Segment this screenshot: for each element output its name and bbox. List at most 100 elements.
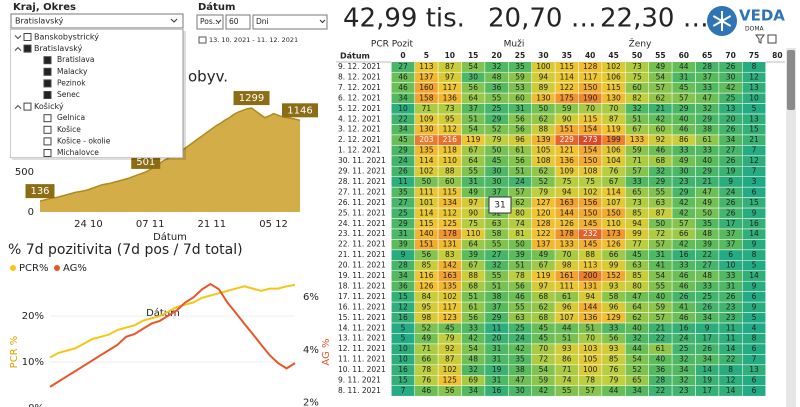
slicer-item[interactable]: Banskobystrický [34,33,99,42]
cell-value: 73 [445,104,455,113]
cell-value: 74 [562,376,572,385]
scrollbar-track[interactable] [786,48,796,407]
scrollbar-thumb[interactable] [787,50,795,110]
cell-value: 70 [609,104,619,113]
cell-value: 22 [398,114,408,123]
row-date[interactable]: 1. 12. 2021 [338,146,381,155]
cell-value: 102 [443,292,458,301]
tree-chevron[interactable] [14,46,22,51]
slicer-item[interactable]: Košice - okolie [57,136,111,145]
focus-icon[interactable] [767,34,777,44]
cell-value: 49 [422,334,432,343]
dropdown[interactable] [10,13,184,29]
checkbox[interactable] [43,114,52,123]
row-date[interactable]: 9. 12. 2021 [338,62,381,71]
row-date[interactable]: 5. 12. 2021 [338,104,381,113]
row-date[interactable]: 26. 11. 2021 [338,198,386,207]
data-label-box [282,103,318,118]
cell-value: 156 [583,198,598,207]
cell-value: 44 [632,344,642,353]
date-slicer-count: 60 [229,17,239,26]
cell-value: 137 [536,240,551,249]
cell-value: 59 [562,104,572,113]
row-date[interactable]: 18. 11. 2021 [338,281,386,290]
row-date[interactable]: 22. 11. 2021 [338,240,386,249]
row-date[interactable]: 20. 11. 2021 [338,261,386,270]
checkbox[interactable] [43,56,52,65]
checkbox[interactable] [43,79,52,88]
row-date[interactable]: 9. 11. 2021 [338,376,381,385]
row-date[interactable]: 17. 11. 2021 [338,292,386,301]
row-date[interactable]: 25. 11. 2021 [338,208,386,217]
slicer-item[interactable]: Gelnica [57,113,85,122]
slicer-item[interactable]: Michalovce [57,148,99,157]
row-date[interactable]: 2. 12. 2021 [338,135,381,144]
cell-value: 86 [562,355,572,364]
checkbox[interactable] [43,67,52,76]
cell-value: 108 [536,156,551,165]
date-slicer-mode: Pos... [200,17,220,26]
cell-value: 52 [632,365,642,374]
slicer-item[interactable]: Košický [34,101,64,111]
row-date[interactable]: 6. 12. 2021 [338,93,381,102]
row-date[interactable]: 15. 11. 2021 [338,313,386,322]
cell-value: 55 [492,271,502,280]
filter-icon[interactable] [755,34,765,44]
cell-value: 16 [492,386,502,395]
row-date[interactable]: 7. 12. 2021 [338,83,381,92]
cell-value: 51 [585,323,595,332]
date-slicer-box[interactable] [252,14,328,30]
row-date[interactable]: 19. 11. 2021 [338,271,386,280]
slicer-item[interactable]: Bratislava [57,55,94,64]
kpi-value: 22,30 … [600,4,709,34]
tree-chevron[interactable] [14,35,22,40]
slicer-item[interactable]: Senec [57,90,80,99]
row-date[interactable]: 14. 11. 2021 [338,323,386,332]
slicer-item[interactable]: Bratislavský [34,44,83,53]
row-date[interactable]: 21. 11. 2021 [338,250,386,259]
heat-cell[interactable] [742,385,766,397]
cell-value: 31 [492,376,502,385]
slicer-item[interactable]: Pezinok [57,78,86,87]
cell-value: 75 [585,177,595,186]
row-date[interactable]: 4. 12. 2021 [338,114,381,123]
checkbox[interactable] [43,149,52,157]
row-date[interactable]: 10. 11. 2021 [338,365,386,374]
checkbox[interactable] [43,125,52,134]
checkbox[interactable] [43,137,52,146]
row-date[interactable]: 27. 11. 2021 [338,187,386,196]
tree-chevron[interactable] [14,104,22,109]
row-date[interactable]: 3. 12. 2021 [338,125,381,134]
cell-value: 93 [609,344,619,353]
row-date[interactable]: 8. 11. 2021 [338,386,381,395]
row-date[interactable]: 30. 11. 2021 [338,156,386,165]
row-date[interactable]: 23. 11. 2021 [338,229,386,238]
row-date[interactable]: 12. 11. 2021 [338,344,386,353]
checkbox[interactable] [23,44,32,53]
cell-value: 71 [632,156,642,165]
row-date[interactable]: 28. 11. 2021 [338,177,386,186]
row-date[interactable]: 29. 11. 2021 [338,167,386,176]
row-date[interactable]: 16. 11. 2021 [338,302,386,311]
row-date[interactable]: 8. 12. 2021 [338,72,381,81]
cell-value: 14 [726,344,736,353]
cell-value: 63 [632,261,642,270]
cell-value: 87 [445,62,455,71]
checkbox[interactable] [43,91,52,99]
line [49,283,296,359]
data-label-box [131,154,161,169]
date-slicer-box[interactable] [225,14,251,30]
date-slicer-box[interactable] [196,14,224,30]
slicer-item[interactable]: Malacky [57,67,88,76]
cell-value: 96 [515,135,525,144]
cell-value: 23 [679,386,689,395]
slicer-item[interactable]: Košice [57,125,81,134]
row-date[interactable]: 24. 11. 2021 [338,219,386,228]
cell-value: 64 [632,302,642,311]
cell-value: 78 [422,365,432,374]
row-date[interactable]: 11. 11. 2021 [338,355,386,364]
checkbox[interactable] [23,33,32,41]
cell-value: 125 [443,376,458,385]
checkbox[interactable] [23,102,32,111]
row-date[interactable]: 13. 11. 2021 [338,334,386,343]
